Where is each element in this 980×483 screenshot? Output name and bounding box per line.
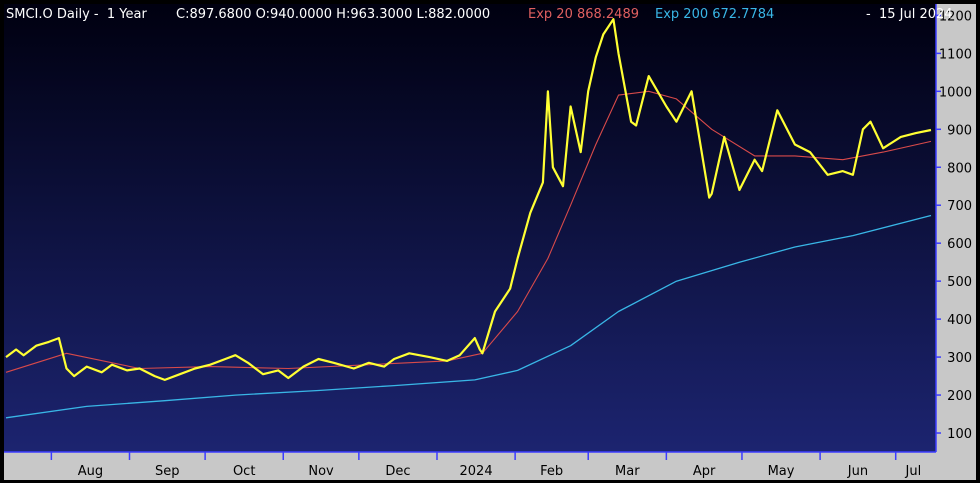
y-tick-label: 500 xyxy=(947,275,972,290)
y-axis-band xyxy=(936,4,976,480)
y-axis-ticks: 100 200 300 400 500 600 700 800 900 1000 1100 1200 xyxy=(936,9,972,442)
header-symbol: SMCI.O Daily - 1 Year xyxy=(6,7,147,22)
x-tick-label: Feb xyxy=(540,464,563,479)
header-exp200: Exp 200 672.7784 xyxy=(655,7,775,22)
x-tick-label: Sep xyxy=(155,464,180,479)
y-tick-label: 300 xyxy=(947,351,972,366)
y-tick-label: 600 xyxy=(947,237,972,252)
y-tick-label: 900 xyxy=(947,123,972,138)
x-axis-band xyxy=(4,452,936,480)
plot-area xyxy=(4,4,936,452)
y-tick-label: 1000 xyxy=(939,85,972,100)
y-tick-label: 800 xyxy=(947,161,972,176)
x-axis-ticks: Aug Sep Oct Nov Dec 2024 Feb Mar Apr May Jun Jul xyxy=(50,452,922,479)
x-tick-label: Aug xyxy=(78,464,103,479)
x-tick-label: Jun xyxy=(847,464,868,479)
x-tick-label: Jul xyxy=(905,464,922,479)
y-tick-label: 400 xyxy=(947,313,972,328)
x-tick-label: Mar xyxy=(615,464,640,479)
y-tick-label: 1100 xyxy=(939,47,972,62)
header-date: - 15 Jul 2024 xyxy=(866,7,953,22)
y-tick-label: 700 xyxy=(947,199,972,214)
y-tick-label: 1200 xyxy=(939,9,972,24)
x-tick-label: Dec xyxy=(385,464,410,479)
header-ohlc: C:897.6800 O:940.0000 H:963.3000 L:882.0… xyxy=(176,7,491,22)
series-layer xyxy=(5,18,932,419)
x-tick-label: Apr xyxy=(693,464,716,479)
x-tick-label: May xyxy=(768,464,795,479)
header-exp20: Exp 20 868.2489 xyxy=(528,7,639,22)
x-tick-label: 2024 xyxy=(460,464,493,479)
price-line xyxy=(5,18,932,381)
exp200-line xyxy=(5,214,932,419)
x-tick-label: Nov xyxy=(308,464,334,479)
x-tick-label: Oct xyxy=(233,464,255,479)
y-tick-label: 100 xyxy=(947,427,972,442)
y-tick-label: 200 xyxy=(947,389,972,404)
exp20-line xyxy=(5,90,932,373)
